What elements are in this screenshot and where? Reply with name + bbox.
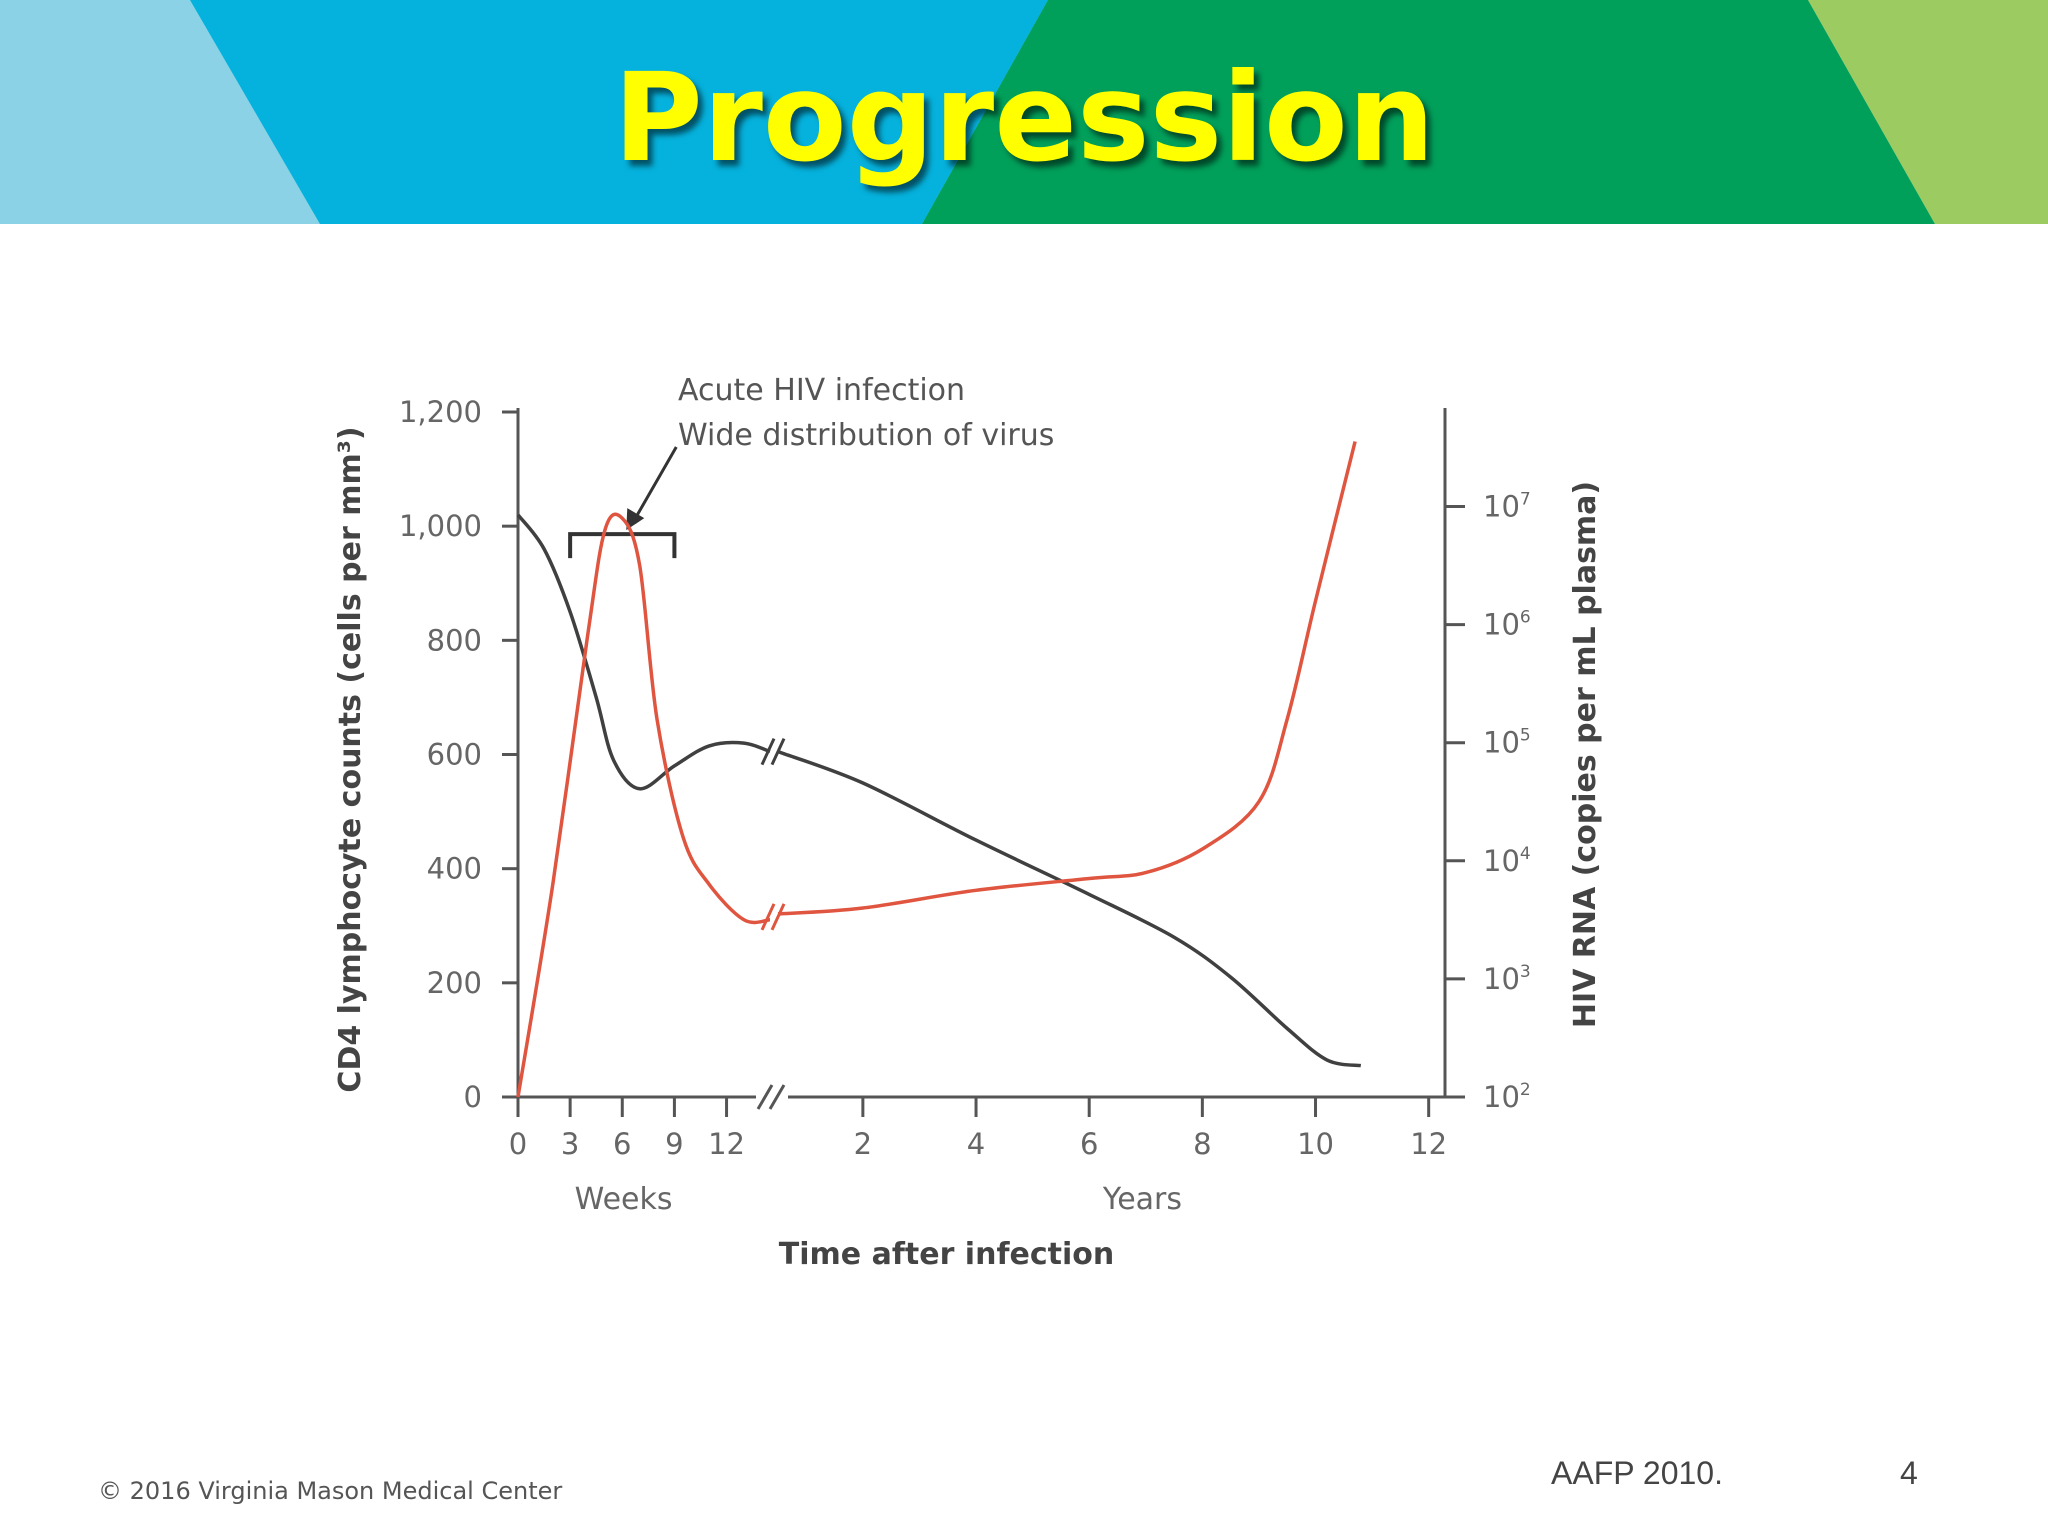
right-y-tick-label: 104 [1483, 844, 1531, 878]
copyright-footer: © 2016 Virginia Mason Medical Center [98, 1477, 563, 1505]
hiv-rna-series-line-years [777, 441, 1357, 916]
cd4-series-line-years [777, 749, 1362, 1068]
left-y-tick-label: 400 [427, 852, 482, 886]
annotation-arrow-line [632, 446, 678, 521]
right-y-tick-label: 106 [1483, 608, 1531, 642]
hiv-progression-chart: 02004006008001,0001,20010210310410510610… [333, 373, 1603, 1272]
chart-series [516, 441, 1362, 1098]
slide-title: Progression [613, 47, 1435, 189]
hiv-rna-series-line-break-mark [760, 903, 776, 931]
right-y-axis-title: HIV RNA (copies per mL plasma) [1568, 481, 1603, 1028]
right-y-tick-label: 107 [1483, 489, 1531, 523]
annotation-arrow-head [626, 508, 645, 531]
left-y-tick-label: 1,200 [399, 395, 482, 429]
x-years-label: Years [1102, 1182, 1182, 1217]
x-tick-label-years: 10 [1297, 1127, 1334, 1161]
left-y-axis-title: CD4 lymphocyte counts (cells per mm³) [333, 426, 368, 1092]
x-tick-label-weeks: 6 [613, 1127, 631, 1161]
left-y-tick-label: 0 [464, 1080, 482, 1114]
x-tick-label-years: 12 [1410, 1127, 1447, 1161]
x-axis-title: Time after infection [779, 1237, 1114, 1272]
left-y-tick-label: 800 [427, 623, 482, 657]
acute-infection-bracket [568, 532, 677, 559]
hiv-rna-series-line-break-mark [770, 903, 786, 931]
x-axis-break-mark [768, 1084, 786, 1110]
annotation-text-line: Wide distribution of virus [678, 418, 1054, 453]
cd4-series-line-weeks [516, 513, 771, 791]
source-citation: AAFP 2010. [1551, 1455, 1723, 1491]
x-tick-label-years: 4 [967, 1127, 985, 1161]
cd4-series-line-break-mark [760, 738, 776, 766]
page-number: 4 [1900, 1455, 1918, 1491]
x-tick-label-weeks: 12 [708, 1127, 745, 1161]
left-y-tick-label: 600 [427, 738, 482, 772]
right-y-tick-label: 102 [1483, 1080, 1531, 1114]
left-y-tick-label: 200 [427, 966, 482, 1000]
chart-labels: 02004006008001,0001,20010210310410510610… [333, 373, 1603, 1272]
x-tick-label-weeks: 3 [561, 1127, 579, 1161]
banner-blue-panel [190, 0, 1048, 224]
cd4-series-line-break-mark [770, 738, 786, 766]
right-y-tick-label: 105 [1483, 726, 1531, 760]
annotation-text-line: Acute HIV infection [678, 373, 965, 408]
x-axis-break-mark [756, 1084, 774, 1110]
x-tick-label-years: 6 [1080, 1127, 1098, 1161]
right-y-tick-label: 103 [1483, 962, 1531, 996]
banner-green-panel [922, 0, 1935, 224]
x-tick-label-years: 2 [854, 1127, 872, 1161]
x-weeks-label: Weeks [575, 1182, 673, 1217]
left-y-tick-label: 1,000 [399, 509, 482, 543]
header-banner [0, 0, 2048, 224]
x-tick-label-years: 8 [1193, 1127, 1211, 1161]
hiv-rna-series-line-weeks [516, 512, 771, 1098]
x-tick-label-weeks: 0 [509, 1127, 527, 1161]
x-tick-label-weeks: 9 [665, 1127, 683, 1161]
banner-light-green-panel [1808, 0, 2048, 224]
chart-axes [502, 408, 1465, 1117]
